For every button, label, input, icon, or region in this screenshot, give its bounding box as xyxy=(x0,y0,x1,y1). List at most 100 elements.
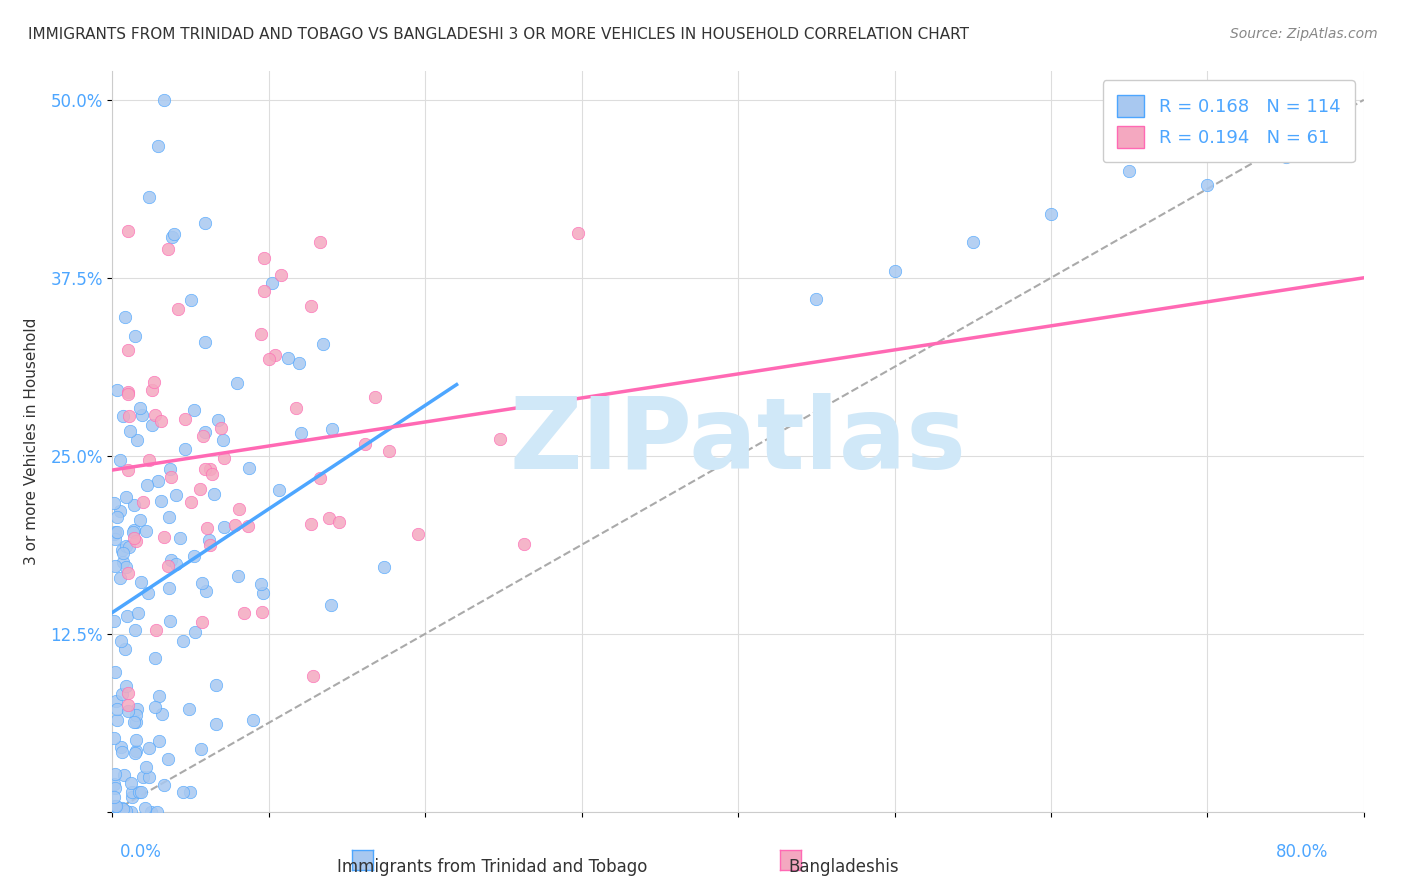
Point xyxy=(150,494,173,508)
Point xyxy=(156,752,179,766)
Point xyxy=(148,689,170,703)
Point xyxy=(120,776,142,790)
Text: 80.0%: 80.0% xyxy=(1277,843,1329,861)
Point xyxy=(146,805,169,819)
Point xyxy=(1274,150,1296,164)
Point xyxy=(117,704,139,718)
Point xyxy=(250,606,273,620)
Point xyxy=(129,401,152,415)
Point xyxy=(136,478,159,492)
Point xyxy=(191,576,214,591)
Point xyxy=(197,533,219,547)
Point xyxy=(321,422,343,436)
Point xyxy=(121,789,143,804)
Point xyxy=(148,734,170,748)
Point xyxy=(120,805,142,819)
Point xyxy=(129,785,152,799)
Point xyxy=(226,568,249,582)
Point xyxy=(108,504,131,518)
Point xyxy=(180,495,202,509)
Text: ZIPatlas: ZIPatlas xyxy=(510,393,966,490)
Point xyxy=(148,474,170,488)
Point xyxy=(184,624,207,639)
Point xyxy=(139,805,162,819)
Point xyxy=(238,461,260,475)
Point xyxy=(117,686,139,700)
Point xyxy=(131,408,153,422)
Point xyxy=(962,235,984,250)
Point xyxy=(143,408,166,422)
Point xyxy=(117,566,139,580)
Point xyxy=(188,483,211,497)
Point xyxy=(141,383,163,397)
Point xyxy=(108,453,131,467)
Point xyxy=(194,216,217,230)
Point xyxy=(207,413,229,427)
Point xyxy=(209,421,232,435)
Point xyxy=(125,733,148,747)
Point xyxy=(290,426,312,441)
Point xyxy=(267,483,290,498)
Point xyxy=(117,224,139,238)
Point xyxy=(107,805,129,819)
Point xyxy=(173,412,195,426)
Point xyxy=(162,227,184,241)
Point xyxy=(138,770,160,784)
Point xyxy=(105,525,128,540)
Point xyxy=(299,516,322,531)
Point xyxy=(104,532,127,546)
Point xyxy=(159,614,181,628)
Point xyxy=(172,785,194,799)
Point xyxy=(135,524,157,539)
Point xyxy=(120,424,142,438)
Point xyxy=(143,700,166,714)
Point xyxy=(1322,121,1344,136)
Point xyxy=(328,516,350,530)
Point xyxy=(110,801,132,815)
Point xyxy=(125,715,148,730)
Point xyxy=(112,409,135,423)
Point xyxy=(194,584,217,599)
Point xyxy=(250,327,273,342)
Point xyxy=(132,495,155,509)
Point xyxy=(214,451,236,466)
Point xyxy=(103,799,125,814)
Point xyxy=(195,521,218,535)
Point xyxy=(167,301,190,316)
Point xyxy=(253,251,276,265)
Point xyxy=(259,351,281,366)
Point xyxy=(179,784,201,798)
Point xyxy=(134,801,156,815)
Point xyxy=(141,417,163,432)
Point xyxy=(117,384,139,399)
Point xyxy=(115,539,138,553)
Point xyxy=(228,501,250,516)
Point xyxy=(129,575,152,590)
Point xyxy=(287,356,309,370)
Point xyxy=(373,560,395,574)
Point xyxy=(157,581,180,595)
Point xyxy=(165,487,187,501)
Point xyxy=(125,533,148,548)
Point xyxy=(212,519,235,533)
Point xyxy=(111,543,134,558)
Point xyxy=(132,770,155,784)
Point xyxy=(160,229,183,244)
Point xyxy=(103,614,125,628)
Point xyxy=(150,706,173,721)
Point xyxy=(152,778,174,792)
Point xyxy=(122,531,145,545)
Point xyxy=(309,471,332,485)
Point xyxy=(146,139,169,153)
Point xyxy=(212,434,235,448)
Point xyxy=(159,462,181,476)
Point xyxy=(107,509,129,524)
Point xyxy=(224,517,246,532)
Point xyxy=(103,731,125,745)
Point xyxy=(118,409,141,424)
Legend: R = 0.168   N = 114, R = 0.194   N = 61: R = 0.168 N = 114, R = 0.194 N = 61 xyxy=(1102,80,1355,162)
Point xyxy=(160,553,183,567)
Point xyxy=(204,717,226,731)
Point xyxy=(193,429,215,443)
Point xyxy=(138,190,160,204)
